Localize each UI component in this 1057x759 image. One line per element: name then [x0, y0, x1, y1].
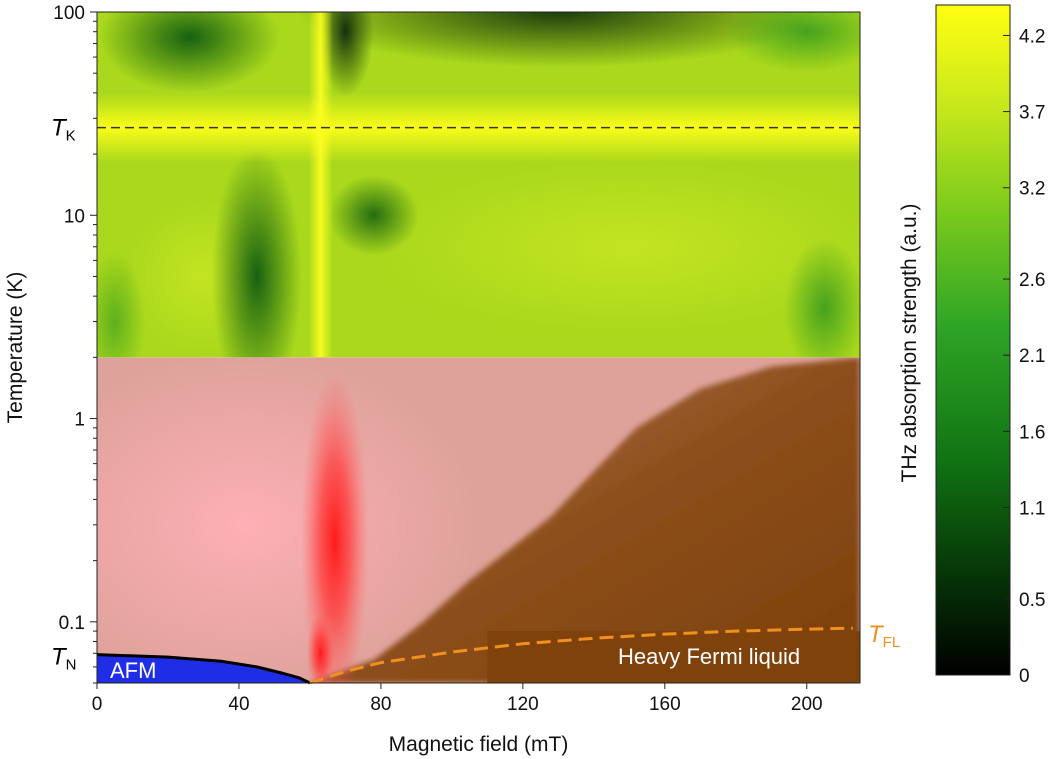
colorbar-tick-label: 0.5: [1019, 590, 1045, 611]
x-tick-label: 160: [649, 694, 681, 715]
tn-label: TN: [51, 644, 77, 674]
colorbar-tick-label: 4.2: [1019, 26, 1045, 47]
x-axis: 0 40 80 120 160 200: [92, 683, 823, 715]
thz-dark-area: [784, 237, 860, 358]
colorbar-gradient: [935, 4, 1011, 676]
tn-label-main: T: [51, 644, 68, 671]
thz-dark-area: [97, 251, 145, 358]
plot-area: [96, 11, 861, 685]
y-tick-label: 0.1: [59, 613, 85, 634]
y-tick-label: 1: [74, 410, 85, 431]
thz-dark-area: [99, 12, 280, 93]
colorbar-title: THz absorption strength (a.u.): [898, 204, 921, 483]
thz-heatmap-region: [97, 12, 860, 358]
heavy-fermi-liquid-label: Heavy Fermi liquid: [618, 644, 800, 669]
thz-dark-top: [298, 12, 819, 67]
colorbar-tick-label: 0: [1019, 666, 1030, 687]
thz-dark-area: [211, 146, 302, 358]
thz-bright-stripe: [308, 12, 333, 358]
y-tick-label: 100: [53, 3, 85, 24]
y-axis: 0.1 1 10 100: [53, 3, 97, 684]
colorbar-tick-label: 3.7: [1019, 103, 1045, 124]
colorbar-tick-label: 2.1: [1019, 346, 1045, 367]
y-tick-label: 10: [64, 206, 85, 227]
plot-frame: [96, 11, 861, 684]
tfl-crossover-line: [309, 626, 853, 685]
tn-label-sub: N: [66, 657, 77, 674]
afm-label: AFM: [110, 658, 156, 683]
x-tick-label: 120: [507, 694, 539, 715]
colorbar-tick-label: 1.6: [1019, 422, 1045, 443]
low-t-pink-area: [97, 357, 476, 683]
low-temperature-region: [97, 357, 860, 683]
heavy-fermi-liquid-core: [487, 631, 860, 683]
afm-boundary-line: [96, 653, 311, 685]
low-t-red-spike: [300, 370, 369, 683]
x-tick-label: 80: [370, 694, 391, 715]
colorbar-tick-label: 1.1: [1019, 499, 1045, 520]
tk-label-sub: K: [66, 128, 76, 145]
tk-label: TK: [51, 115, 76, 145]
colorbar: 0 0.5 1.1 1.6 2.1 2.6 3.2 3.7 4.2 THz absorption…: [898, 4, 1045, 687]
tfl-label: TFL: [868, 621, 900, 651]
x-axis-title: Magnetic field (mT): [389, 733, 569, 756]
x-tick-label: 0: [92, 694, 103, 715]
afm-region: [97, 654, 310, 683]
colorbar-tick-label: 2.6: [1019, 270, 1045, 291]
tfl-label-sub: FL: [883, 634, 901, 651]
colorbar-ticks: 0 0.5 1.1 1.6 2.1 2.6 3.2 3.7 4.2: [1003, 26, 1045, 687]
heavy-fermi-liquid-region: [309, 357, 860, 683]
x-tick-label: 40: [228, 694, 249, 715]
colorbar-tick-label: 3.2: [1019, 179, 1045, 200]
y-axis-title: Temperature (K): [4, 272, 27, 424]
tfl-label-main: T: [868, 621, 885, 648]
low-t-red-spike: [306, 613, 335, 683]
tk-label-main: T: [51, 115, 68, 142]
thz-light-area: [369, 156, 860, 337]
thz-dark-area: [726, 12, 860, 72]
x-tick-label: 200: [791, 694, 823, 715]
thz-dark-area: [328, 175, 419, 256]
